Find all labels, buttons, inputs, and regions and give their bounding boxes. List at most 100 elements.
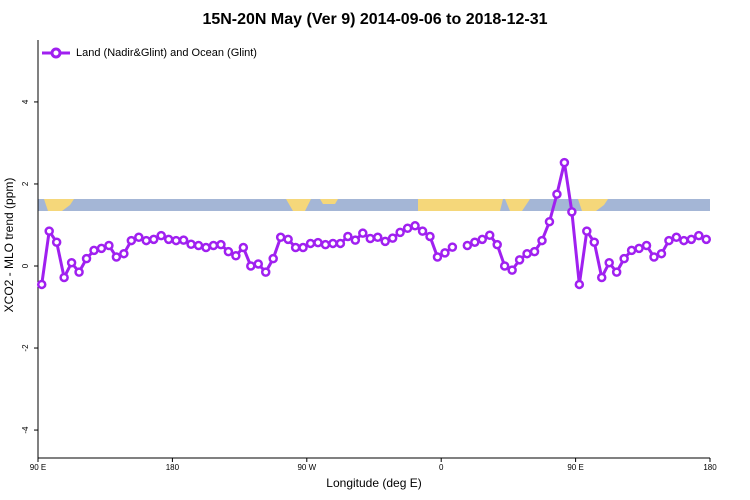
data-point bbox=[552, 189, 562, 199]
data-point bbox=[298, 242, 308, 253]
data-point bbox=[246, 261, 256, 271]
data-point bbox=[679, 235, 689, 246]
data-point bbox=[380, 236, 390, 247]
data-point bbox=[66, 257, 77, 268]
data-point bbox=[410, 221, 420, 231]
x-axis-label: Longitude (deg E) bbox=[326, 476, 421, 490]
data-point bbox=[148, 234, 159, 245]
data-point bbox=[604, 257, 614, 268]
data-point bbox=[156, 230, 166, 241]
data-point bbox=[126, 235, 137, 246]
data-point bbox=[328, 238, 338, 249]
chart-title: 15N-20N May (Ver 9) 2014-09-06 to 2018-1… bbox=[202, 11, 547, 28]
data-point bbox=[634, 243, 644, 254]
data-point bbox=[178, 235, 189, 245]
data-point bbox=[163, 234, 174, 245]
map-strip bbox=[38, 199, 710, 211]
data-point bbox=[171, 235, 181, 246]
data-point bbox=[492, 239, 502, 250]
data-point bbox=[626, 245, 637, 256]
data-point bbox=[477, 234, 488, 245]
data-point bbox=[484, 230, 495, 240]
data-point bbox=[694, 230, 704, 241]
data-point bbox=[537, 235, 547, 246]
data-point bbox=[671, 232, 682, 243]
data-point bbox=[470, 237, 480, 247]
data-point bbox=[290, 242, 301, 253]
data-point bbox=[201, 242, 211, 253]
data-point bbox=[96, 243, 107, 254]
data-point bbox=[305, 238, 316, 249]
data-point bbox=[216, 239, 226, 250]
data-point bbox=[186, 239, 196, 250]
data-point bbox=[701, 234, 712, 245]
data-point bbox=[395, 227, 405, 238]
data-point bbox=[619, 253, 629, 264]
legend-label: Land (Nadir&Glint) and Ocean (Glint) bbox=[76, 47, 257, 59]
data-point bbox=[544, 216, 555, 227]
legend: Land (Nadir&Glint) and Ocean (Glint) bbox=[42, 47, 257, 59]
data-point bbox=[402, 223, 413, 234]
data-point bbox=[507, 265, 517, 275]
data-point bbox=[74, 267, 84, 277]
data-point bbox=[656, 248, 667, 259]
data-point bbox=[36, 279, 47, 290]
data-point bbox=[238, 242, 249, 253]
data-point bbox=[350, 235, 361, 245]
data-point bbox=[372, 232, 383, 243]
data-point bbox=[589, 237, 600, 247]
legend-marker bbox=[50, 47, 62, 59]
data-point bbox=[268, 253, 278, 264]
data-point bbox=[440, 248, 450, 258]
y-tick-label: -4 bbox=[21, 426, 30, 434]
data-point bbox=[567, 207, 577, 217]
data-point bbox=[253, 259, 264, 269]
x-tick-label: 180 bbox=[703, 463, 717, 472]
y-tick-label: 2 bbox=[21, 181, 30, 186]
data-point bbox=[417, 226, 428, 236]
data-point bbox=[119, 248, 129, 259]
data-point bbox=[499, 261, 510, 271]
data-point bbox=[81, 253, 92, 264]
x-tick-label: 90 E bbox=[567, 463, 583, 472]
x-tick-label: 90 E bbox=[30, 463, 46, 472]
data-point bbox=[522, 248, 532, 259]
data-point bbox=[313, 237, 323, 248]
data-point bbox=[447, 242, 458, 252]
x-tick-label: 90 W bbox=[297, 463, 316, 472]
data-point bbox=[208, 240, 219, 251]
data-point bbox=[574, 279, 585, 290]
data-point bbox=[141, 235, 152, 246]
data-point bbox=[559, 157, 570, 168]
data-point bbox=[223, 246, 234, 257]
data-point bbox=[387, 233, 398, 243]
data-point bbox=[111, 252, 122, 262]
data-point bbox=[193, 240, 204, 251]
data-point bbox=[134, 232, 144, 243]
x-tick-label: 0 bbox=[439, 463, 444, 472]
data-point bbox=[44, 226, 54, 236]
y-tick-label: 4 bbox=[21, 99, 30, 104]
data-point bbox=[596, 272, 607, 283]
data-point bbox=[425, 231, 435, 242]
data-point bbox=[514, 255, 525, 265]
data-point bbox=[365, 233, 376, 244]
y-axis-label: XCO2 - MLO trend (ppm) bbox=[2, 178, 16, 313]
data-point bbox=[686, 234, 697, 245]
data-point bbox=[582, 226, 592, 236]
data-point bbox=[335, 238, 346, 249]
data-point bbox=[283, 234, 293, 245]
y-tick-label: 0 bbox=[21, 263, 30, 268]
data-point bbox=[462, 240, 473, 251]
data-point bbox=[231, 250, 241, 261]
data-point bbox=[51, 237, 62, 247]
data-point bbox=[320, 239, 331, 250]
data-point bbox=[104, 240, 114, 251]
data-point bbox=[89, 245, 99, 256]
data-point bbox=[664, 235, 674, 246]
x-tick-label: 180 bbox=[166, 463, 180, 472]
data-point bbox=[260, 267, 271, 277]
y-tick-label: -2 bbox=[21, 344, 30, 352]
data-point bbox=[649, 252, 659, 262]
